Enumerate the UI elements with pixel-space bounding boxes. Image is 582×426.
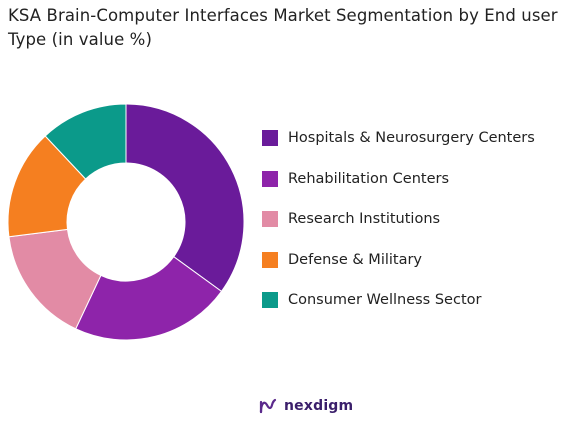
donut-slice-rehabilitation [75,255,223,341]
legend-swatch [262,211,278,227]
legend-item-rehabilitation: Rehabilitation Centers [262,169,535,189]
chart-title: KSA Brain-Computer Interfaces Market Seg… [8,6,558,49]
legend-label: Consumer Wellness Sector [288,292,482,308]
donut-slice-consumer-wellness [44,103,127,180]
legend-swatch [262,251,278,268]
legend-swatch [262,292,278,308]
brand-logo: nexdigm [258,396,353,416]
legend-label: Research Institutions [288,211,441,227]
legend-label: Defense & Military [288,251,423,268]
legend-label: Hospitals & Neurosurgery Centers [288,130,535,146]
legend-item-hospitals: Hospitals & Neurosurgery Centers [262,128,535,148]
legend-swatch [262,170,278,187]
legend-item-defense: Defense & Military [262,250,535,270]
legend-swatch [262,130,278,146]
chart-legend: Hospitals & Neurosurgery Centers Rehabil… [262,128,535,331]
logo-text: nexdigm [284,398,354,414]
nexdigm-logo-icon [259,398,277,414]
legend-label: Rehabilitation Centers [288,170,450,187]
legend-item-research: Research Institutions [262,209,535,229]
legend-item-consumer-wellness: Consumer Wellness Sector [262,290,535,310]
donut-slice-hospitals [125,103,245,293]
